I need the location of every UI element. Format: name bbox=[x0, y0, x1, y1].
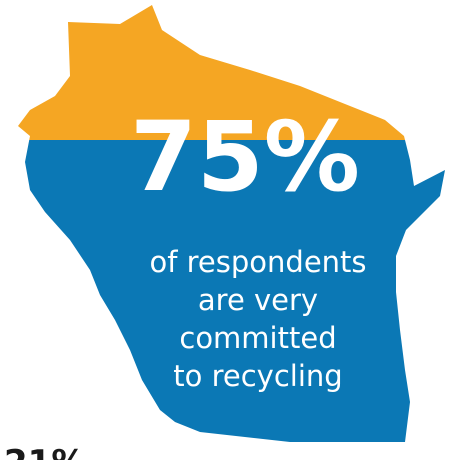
next-stat: 21% bbox=[4, 443, 85, 460]
caption-line: of respondents bbox=[149, 245, 366, 279]
caption-line: committed bbox=[179, 321, 336, 355]
caption-line: to recycling bbox=[173, 359, 342, 393]
caption-line: are very bbox=[198, 283, 318, 317]
headline: 75% bbox=[130, 101, 360, 213]
